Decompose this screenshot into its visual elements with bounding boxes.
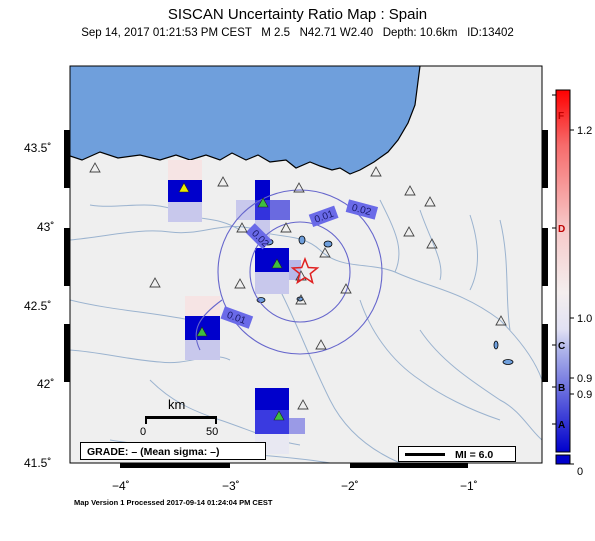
contour-label-boxes [220, 199, 379, 329]
sea-area [70, 66, 420, 174]
lon-label-3: −2˚ [341, 479, 359, 493]
event-subtitle: Sep 14, 2017 01:21:53 PM CEST M 2.5 N42.… [81, 27, 514, 39]
lon-label-2: −3˚ [222, 479, 240, 493]
grade-b: B [558, 383, 565, 394]
scale-bar-zero: 0 [140, 426, 147, 438]
lon-label-4: −1˚ [460, 479, 478, 493]
scale-bar-max: 50 [206, 426, 219, 438]
scale-bar-title: km [168, 397, 186, 412]
lat-label-5: 41.5˚ [24, 456, 51, 470]
colorbar-label-3: 0.9 [577, 373, 592, 385]
map-title: SISCAN Uncertainty Ratio Map : Spain [167, 6, 428, 23]
scale-bar [145, 416, 217, 424]
grade-d: D [558, 224, 565, 235]
processing-footer: Map Version 1 Processed 2017-09-14 01:24… [74, 498, 273, 507]
coastline [70, 66, 421, 175]
contour-label-c: 0.02 [351, 203, 373, 219]
colorbar-label-5: 0 [577, 466, 583, 478]
colorbar: 1.2 1.0 0.9 0.9 0 F D C B A [552, 89, 592, 478]
lat-label-4: 42˚ [37, 377, 54, 391]
grade-a: A [558, 420, 565, 431]
grade-c: C [558, 341, 565, 352]
epicenter-star [290, 256, 320, 285]
mi-legend: MI = 6.0 [398, 446, 516, 462]
colorbar-label-4: 0.9 [577, 389, 592, 401]
colorbar-label-2: 1.0 [577, 313, 592, 325]
mi-legend-text: MI = 6.0 [455, 449, 494, 461]
lat-label-3: 42.5˚ [24, 299, 51, 313]
lat-label-2: 43˚ [37, 220, 54, 234]
active-stations [178, 182, 285, 421]
latitude-labels: 43.5˚ 43˚ 42.5˚ 42˚ 41.5˚ [24, 141, 54, 470]
colorbar-label-1: 1.2 [577, 125, 592, 137]
grade-f: F [558, 111, 564, 122]
mi-legend-line [405, 453, 445, 456]
grade-box: GRADE: – (Mean sigma: –) [80, 442, 266, 460]
lon-label-1: −4˚ [112, 479, 130, 493]
longitude-labels: −4˚ −3˚ −2˚ −1˚ [112, 479, 478, 493]
contour-lines [195, 189, 383, 355]
frame-ticks [64, 130, 548, 468]
lat-label-1: 43.5˚ [24, 141, 51, 155]
